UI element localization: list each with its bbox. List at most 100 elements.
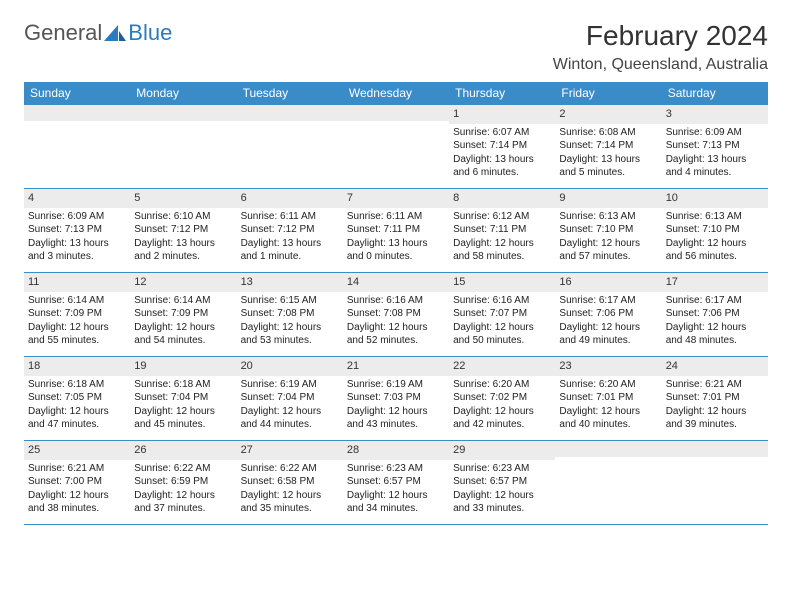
calendar-cell: 28Sunrise: 6:23 AMSunset: 6:57 PMDayligh… bbox=[343, 441, 449, 525]
sunset-text: Sunset: 6:57 PM bbox=[347, 475, 445, 489]
sunset-text: Sunset: 7:09 PM bbox=[28, 307, 126, 321]
sunset-text: Sunset: 7:12 PM bbox=[134, 223, 232, 237]
calendar-cell bbox=[662, 441, 768, 525]
day-number: 17 bbox=[662, 273, 768, 292]
sunrise-text: Sunrise: 6:23 AM bbox=[453, 462, 551, 476]
daylight-text: Daylight: 12 hours and 54 minutes. bbox=[134, 321, 232, 348]
sunrise-text: Sunrise: 6:20 AM bbox=[453, 378, 551, 392]
calendar-cell bbox=[130, 105, 236, 189]
daylight-text: Daylight: 12 hours and 49 minutes. bbox=[559, 321, 657, 348]
sunrise-text: Sunrise: 6:13 AM bbox=[559, 210, 657, 224]
calendar-cell: 20Sunrise: 6:19 AMSunset: 7:04 PMDayligh… bbox=[237, 357, 343, 441]
logo-sail-icon bbox=[104, 25, 126, 41]
month-title: February 2024 bbox=[586, 20, 768, 52]
day-number bbox=[662, 441, 768, 457]
day-number bbox=[555, 441, 661, 457]
calendar-cell: 3Sunrise: 6:09 AMSunset: 7:13 PMDaylight… bbox=[662, 105, 768, 189]
sunset-text: Sunset: 7:08 PM bbox=[241, 307, 339, 321]
calendar-cell bbox=[24, 105, 130, 189]
sunrise-text: Sunrise: 6:21 AM bbox=[666, 378, 764, 392]
sunset-text: Sunset: 7:13 PM bbox=[666, 139, 764, 153]
calendar-table: Sunday Monday Tuesday Wednesday Thursday… bbox=[24, 82, 768, 525]
sunset-text: Sunset: 6:58 PM bbox=[241, 475, 339, 489]
day-info: Sunrise: 6:15 AMSunset: 7:08 PMDaylight:… bbox=[241, 294, 339, 348]
daylight-text: Daylight: 12 hours and 35 minutes. bbox=[241, 489, 339, 516]
day-number: 13 bbox=[237, 273, 343, 292]
day-info: Sunrise: 6:23 AMSunset: 6:57 PMDaylight:… bbox=[453, 462, 551, 516]
calendar-cell: 19Sunrise: 6:18 AMSunset: 7:04 PMDayligh… bbox=[130, 357, 236, 441]
dayhead-saturday: Saturday bbox=[662, 82, 768, 105]
sunrise-text: Sunrise: 6:17 AM bbox=[666, 294, 764, 308]
day-number: 21 bbox=[343, 357, 449, 376]
sunrise-text: Sunrise: 6:11 AM bbox=[347, 210, 445, 224]
sunrise-text: Sunrise: 6:14 AM bbox=[28, 294, 126, 308]
sunrise-text: Sunrise: 6:18 AM bbox=[134, 378, 232, 392]
calendar-cell: 16Sunrise: 6:17 AMSunset: 7:06 PMDayligh… bbox=[555, 273, 661, 357]
day-info: Sunrise: 6:16 AMSunset: 7:07 PMDaylight:… bbox=[453, 294, 551, 348]
sunrise-text: Sunrise: 6:11 AM bbox=[241, 210, 339, 224]
day-number: 7 bbox=[343, 189, 449, 208]
sunset-text: Sunset: 7:06 PM bbox=[666, 307, 764, 321]
day-number: 2 bbox=[555, 105, 661, 124]
sunrise-text: Sunrise: 6:13 AM bbox=[666, 210, 764, 224]
calendar-cell: 23Sunrise: 6:20 AMSunset: 7:01 PMDayligh… bbox=[555, 357, 661, 441]
calendar-row: 25Sunrise: 6:21 AMSunset: 7:00 PMDayligh… bbox=[24, 441, 768, 525]
daylight-text: Daylight: 12 hours and 34 minutes. bbox=[347, 489, 445, 516]
calendar-cell: 13 Sunrise: 6:15 AMSunset: 7:08 PMDayligh… bbox=[237, 273, 343, 357]
title-block: February 2024 bbox=[586, 20, 768, 52]
daylight-text: Daylight: 12 hours and 38 minutes. bbox=[28, 489, 126, 516]
calendar-cell: 1Sunrise: 6:07 AMSunset: 7:14 PMDaylight… bbox=[449, 105, 555, 189]
calendar-cell: 11Sunrise: 6:14 AMSunset: 7:09 PMDayligh… bbox=[24, 273, 130, 357]
calendar-cell: 17Sunrise: 6:17 AMSunset: 7:06 PMDayligh… bbox=[662, 273, 768, 357]
daylight-text: Daylight: 13 hours and 2 minutes. bbox=[134, 237, 232, 264]
daylight-text: Daylight: 13 hours and 6 minutes. bbox=[453, 153, 551, 180]
calendar-cell: 27Sunrise: 6:22 AMSunset: 6:58 PMDayligh… bbox=[237, 441, 343, 525]
sunrise-text: Sunrise: 6:20 AM bbox=[559, 378, 657, 392]
sunset-text: Sunset: 7:14 PM bbox=[453, 139, 551, 153]
day-info: Sunrise: 6:11 AMSunset: 7:12 PMDaylight:… bbox=[241, 210, 339, 264]
daylight-text: Daylight: 12 hours and 33 minutes. bbox=[453, 489, 551, 516]
calendar-cell: 26Sunrise: 6:22 AMSunset: 6:59 PMDayligh… bbox=[130, 441, 236, 525]
location-text: Winton, Queensland, Australia bbox=[24, 56, 768, 74]
header: General Blue February 2024 bbox=[24, 20, 768, 52]
day-number: 9 bbox=[555, 189, 661, 208]
calendar-cell: 25Sunrise: 6:21 AMSunset: 7:00 PMDayligh… bbox=[24, 441, 130, 525]
sunset-text: Sunset: 7:11 PM bbox=[453, 223, 551, 237]
sunrise-text: Sunrise: 6:21 AM bbox=[28, 462, 126, 476]
daylight-text: Daylight: 12 hours and 58 minutes. bbox=[453, 237, 551, 264]
day-number: 15 bbox=[449, 273, 555, 292]
calendar-cell bbox=[343, 105, 449, 189]
daylight-text: Daylight: 12 hours and 43 minutes. bbox=[347, 405, 445, 432]
day-info: Sunrise: 6:08 AMSunset: 7:14 PMDaylight:… bbox=[559, 126, 657, 180]
day-number: 29 bbox=[449, 441, 555, 460]
sunset-text: Sunset: 7:14 PM bbox=[559, 139, 657, 153]
calendar-cell: 21Sunrise: 6:19 AMSunset: 7:03 PMDayligh… bbox=[343, 357, 449, 441]
sunset-text: Sunset: 7:01 PM bbox=[666, 391, 764, 405]
sunset-text: Sunset: 7:00 PM bbox=[28, 475, 126, 489]
dayhead-friday: Friday bbox=[555, 82, 661, 105]
calendar-body: 1Sunrise: 6:07 AMSunset: 7:14 PMDaylight… bbox=[24, 105, 768, 525]
daylight-text: Daylight: 12 hours and 37 minutes. bbox=[134, 489, 232, 516]
sunset-text: Sunset: 7:04 PM bbox=[134, 391, 232, 405]
sunset-text: Sunset: 7:05 PM bbox=[28, 391, 126, 405]
day-number: 22 bbox=[449, 357, 555, 376]
sunrise-text: Sunrise: 6:22 AM bbox=[241, 462, 339, 476]
daylight-text: Daylight: 13 hours and 0 minutes. bbox=[347, 237, 445, 264]
day-number: 20 bbox=[237, 357, 343, 376]
day-number: 6 bbox=[237, 189, 343, 208]
sunrise-text: Sunrise: 6:07 AM bbox=[453, 126, 551, 140]
day-info: Sunrise: 6:09 AMSunset: 7:13 PMDaylight:… bbox=[666, 126, 764, 180]
day-info: Sunrise: 6:22 AMSunset: 6:58 PMDaylight:… bbox=[241, 462, 339, 516]
logo: General Blue bbox=[24, 20, 172, 46]
day-info: Sunrise: 6:20 AMSunset: 7:01 PMDaylight:… bbox=[559, 378, 657, 432]
calendar-row: 18Sunrise: 6:18 AMSunset: 7:05 PMDayligh… bbox=[24, 357, 768, 441]
sunrise-text: Sunrise: 6:17 AM bbox=[559, 294, 657, 308]
day-number: 5 bbox=[130, 189, 236, 208]
day-number bbox=[237, 105, 343, 121]
sunrise-text: Sunrise: 6:09 AM bbox=[28, 210, 126, 224]
day-info: Sunrise: 6:16 AMSunset: 7:08 PMDaylight:… bbox=[347, 294, 445, 348]
calendar-cell: 4Sunrise: 6:09 AMSunset: 7:13 PMDaylight… bbox=[24, 189, 130, 273]
sunrise-text: Sunrise: 6:18 AM bbox=[28, 378, 126, 392]
day-info: Sunrise: 6:20 AMSunset: 7:02 PMDaylight:… bbox=[453, 378, 551, 432]
day-number: 10 bbox=[662, 189, 768, 208]
